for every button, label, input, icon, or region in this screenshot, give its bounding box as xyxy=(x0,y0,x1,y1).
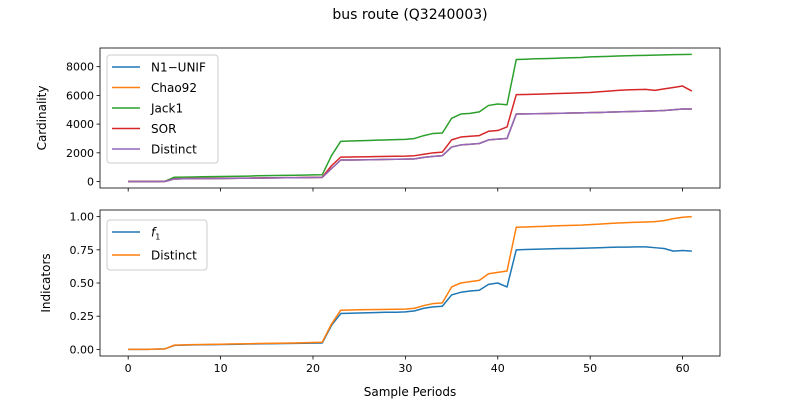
legend-label: SOR xyxy=(151,122,176,136)
legend: N1−UNIF Chao92 Jack1 SOR Distinct xyxy=(106,54,219,164)
y-tick-label: 4000 xyxy=(66,118,94,131)
y-tick-label: 8000 xyxy=(66,61,94,74)
legend-label: Jack1 xyxy=(150,102,183,116)
y-tick-label: 0.50 xyxy=(70,277,95,290)
y-axis-label: Indicators xyxy=(39,253,53,312)
legend-box xyxy=(106,219,208,271)
y-tick-label: 2000 xyxy=(66,147,94,160)
y-tick-label: 1.00 xyxy=(70,211,95,224)
y-tick-label: 0.00 xyxy=(70,343,95,356)
y-axis-label: Cardinality xyxy=(35,86,49,151)
legend-label: N1−UNIF xyxy=(151,61,206,75)
x-tick-label: 0 xyxy=(125,362,132,375)
legend-label: f1 xyxy=(151,226,160,242)
legend-box xyxy=(106,54,219,164)
legend-label: Distinct xyxy=(151,249,197,263)
y-tick-label: 0 xyxy=(87,176,94,189)
x-tick-label: 50 xyxy=(583,362,597,375)
top-plot-cardinality: 0 2000 4000 6000 8000 Cardinality N1−UNIF Chao9… xyxy=(35,47,721,192)
x-tick-label: 60 xyxy=(676,362,690,375)
series-line-jack1 xyxy=(128,53,692,183)
figure-title: bus route (Q3240003) xyxy=(332,7,487,23)
axes-frame xyxy=(99,47,721,189)
series-line-distinct xyxy=(128,215,692,351)
series-line-distinct xyxy=(128,108,692,183)
x-axis-label: Sample Periods xyxy=(364,385,456,399)
x-tick-label: 40 xyxy=(491,362,505,375)
y-tick-label: 0.75 xyxy=(70,244,95,257)
y-tick-label: 0.25 xyxy=(70,310,95,323)
x-tick-label: 20 xyxy=(306,362,320,375)
legend: f1 Distinct xyxy=(106,219,208,271)
bottom-plot-indicators: 0 10 20 30 40 50 60 0.00 0.25 0.50 0.75 1.00 Indicat… xyxy=(39,209,721,399)
x-tick-label: 30 xyxy=(398,362,412,375)
legend-label: Chao92 xyxy=(151,81,197,95)
x-tick-label: 10 xyxy=(214,362,228,375)
y-tick-label: 6000 xyxy=(66,89,94,102)
legend-label: Distinct xyxy=(151,143,197,157)
